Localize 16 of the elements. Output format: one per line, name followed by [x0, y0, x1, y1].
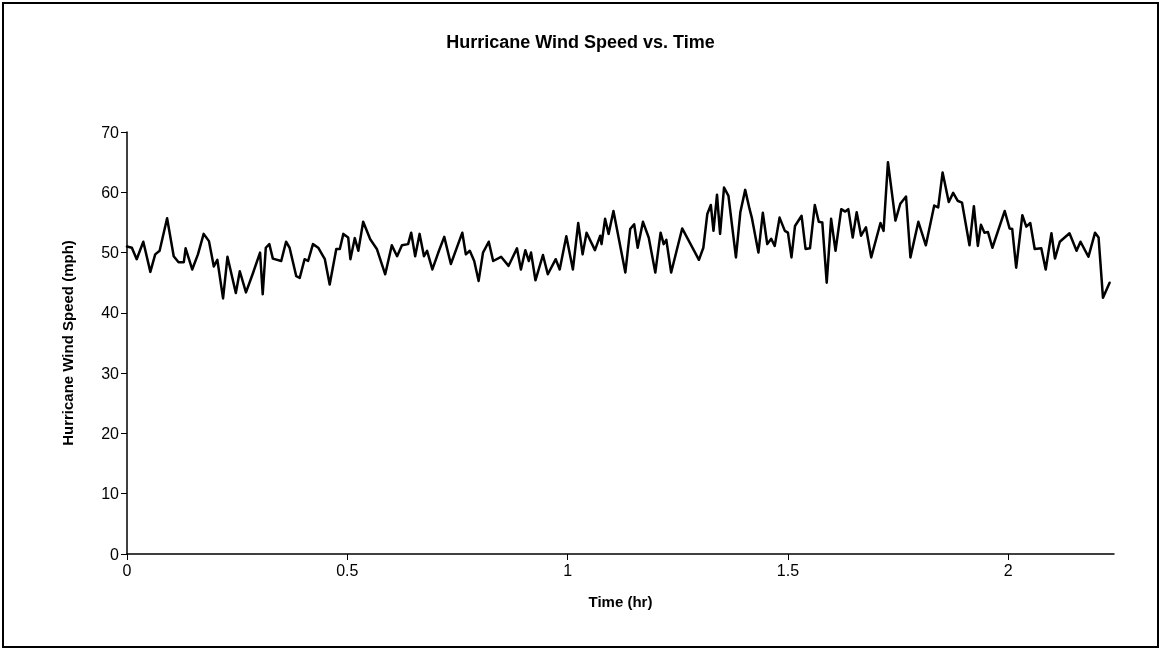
y-tick-label: 20: [101, 424, 120, 442]
y-tick-label: 70: [101, 123, 120, 141]
x-tick-label: 0.5: [336, 561, 359, 579]
y-tick-label: 40: [101, 304, 120, 322]
x-tick-label: 1.5: [776, 561, 800, 579]
y-tick-label: 0: [110, 545, 120, 563]
y-axis-title: Hurricane Wind Speed (mph): [59, 240, 76, 446]
x-tick-label: 2: [1003, 561, 1013, 579]
x-tick-label: 0: [122, 561, 132, 579]
y-tick-label: 30: [101, 364, 120, 382]
y-tick-label: 10: [101, 485, 120, 503]
y-tick-label: 60: [101, 183, 120, 201]
y-tick-label: 50: [101, 244, 120, 262]
x-axis-title: Time (hr): [588, 593, 653, 610]
chart-title: Hurricane Wind Speed vs. Time: [446, 32, 715, 52]
x-tick-label: 1: [563, 561, 573, 579]
